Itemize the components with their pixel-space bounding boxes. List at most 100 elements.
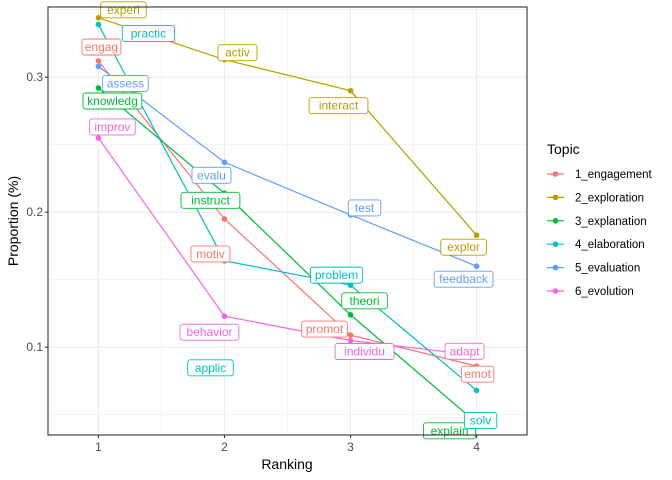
point-label-box <box>347 199 382 217</box>
point-label-box <box>187 359 234 377</box>
point-label-box <box>460 365 495 383</box>
y-tick-label: 0.1 <box>26 340 43 354</box>
point-label-text: behavior <box>186 325 232 339</box>
legend-label: 5_evaluation <box>575 263 640 275</box>
data-point <box>95 15 102 21</box>
legend-item: 1_engagement <box>547 169 653 181</box>
data-point <box>347 87 354 94</box>
point-label-text: emot <box>464 367 491 381</box>
legend-key-point <box>552 218 559 224</box>
legend-key-point <box>552 194 559 201</box>
point-label: practic <box>121 25 175 43</box>
axes: 0.1 0.2 0.3 1 2 3 4 <box>26 70 480 454</box>
point-label-box <box>121 25 175 43</box>
series-line <box>97 24 477 391</box>
legend-label: 1_engagement <box>575 169 653 181</box>
point-label-box <box>190 245 231 263</box>
point-label-box <box>341 292 388 310</box>
point-label-text: activ <box>225 46 250 60</box>
data-point <box>347 337 354 344</box>
legend-label: 4_elaboration <box>575 239 645 251</box>
point-label: emot <box>460 365 495 383</box>
point-label: evalu <box>191 166 232 184</box>
point-label-box <box>309 266 364 284</box>
point-label: interact <box>308 97 369 115</box>
legend-key-point <box>552 171 559 177</box>
x-tick-label: 3 <box>347 440 354 454</box>
point-label: solv <box>463 411 498 429</box>
data-point <box>95 63 102 70</box>
point-label-text: individu <box>344 344 385 358</box>
data-point <box>347 282 354 288</box>
data-point <box>95 135 102 141</box>
point-label-box <box>179 323 240 341</box>
point-label-text: motiv <box>196 247 225 261</box>
data-point <box>347 312 354 318</box>
point-label-text: interact <box>319 99 359 113</box>
point-label-box <box>463 411 498 429</box>
data-point <box>473 387 480 394</box>
legend: Topic 1_engagement 2_exploration 3_explana… <box>547 141 653 298</box>
point-label-box <box>82 92 143 110</box>
data-point <box>221 216 228 222</box>
point-label-box <box>334 343 395 360</box>
point-label-text: solv <box>470 413 491 427</box>
point-label-text: promot <box>306 322 344 336</box>
point-label: explor <box>440 238 487 256</box>
point-label: theori <box>341 292 388 310</box>
point-label-text: instruct <box>191 193 230 207</box>
point-label: experi <box>100 1 147 19</box>
legend-item: 3_explanation <box>547 216 647 228</box>
point-label-box <box>81 38 122 56</box>
point-label: motiv <box>190 245 231 263</box>
legend-item: 4_elaboration <box>547 239 645 251</box>
legend-key-point <box>552 288 559 294</box>
point-label-box <box>180 191 241 209</box>
point-label: individu <box>334 343 395 360</box>
point-label: assess <box>102 74 149 92</box>
data-point <box>95 21 102 28</box>
point-label-box <box>440 238 487 256</box>
point-label-box <box>444 342 485 360</box>
point-label-box <box>433 270 494 288</box>
point-label-text: theori <box>350 294 380 308</box>
legend-item: 6_evolution <box>547 286 634 298</box>
panel-border <box>47 6 528 436</box>
point-label-text: knowledg <box>87 94 138 108</box>
point-label: promot <box>301 320 348 338</box>
point-label-text: practic <box>131 27 166 41</box>
point-label: applic <box>187 359 234 377</box>
point-label-text: feedback <box>439 272 489 286</box>
data-point <box>95 85 102 91</box>
point-label: instruct <box>180 191 241 209</box>
legend-label: 6_evolution <box>575 286 634 298</box>
legend-item: 5_evaluation <box>547 263 640 275</box>
x-axis-title: Ranking <box>261 456 312 472</box>
point-label-box <box>191 166 232 184</box>
point-label-text: explor <box>447 240 480 254</box>
legend-label: 3_explanation <box>575 216 647 228</box>
point-label-text: explain <box>431 424 469 438</box>
point-label-text: assess <box>107 76 144 90</box>
point-label-box <box>100 1 147 19</box>
legend-title: Topic <box>547 141 580 157</box>
y-tick-label: 0.3 <box>26 70 43 84</box>
point-label-box <box>102 74 149 92</box>
point-label-box <box>308 97 369 115</box>
point-label: activ <box>217 44 258 62</box>
data-point <box>221 159 228 166</box>
y-axis-title: Proportion (%) <box>5 176 21 266</box>
point-label-text: engag <box>85 40 118 54</box>
data-point <box>95 58 102 64</box>
point-label: improv <box>89 118 136 136</box>
point-label: test <box>347 199 382 217</box>
series-line <box>98 65 477 267</box>
x-tick-label: 1 <box>95 440 102 454</box>
point-label-text: adapt <box>450 344 481 358</box>
x-tick-label: 4 <box>473 440 480 454</box>
point-label: problem <box>309 266 364 284</box>
point-label-box <box>89 118 136 136</box>
point-labels: engag motiv promot emot experi activ interact e… <box>81 1 498 440</box>
legend-label: 2_exploration <box>575 192 644 204</box>
